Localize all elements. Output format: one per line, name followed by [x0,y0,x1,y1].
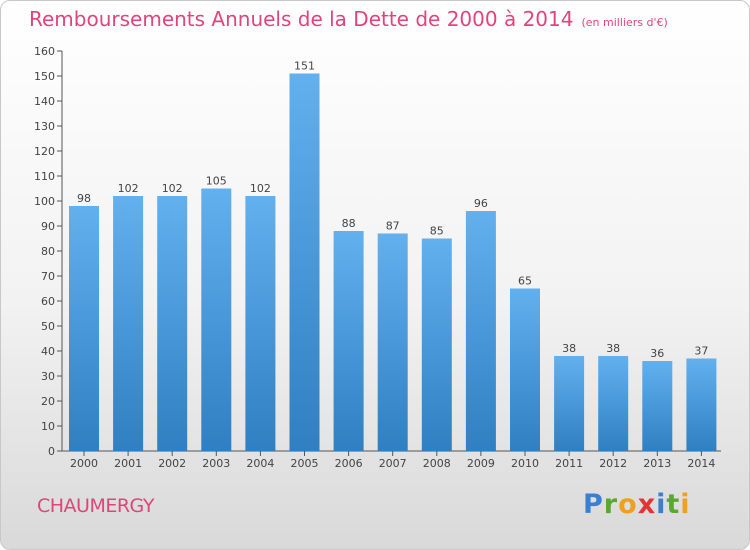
y-tick-label: 130 [34,120,55,133]
bar-value-label: 36 [650,347,664,360]
x-tick-label: 2007 [379,457,407,470]
x-tick-label: 2006 [335,457,363,470]
bar-value-label: 151 [294,60,315,73]
x-tick-label: 2009 [467,457,495,470]
y-tick-label: 90 [41,220,55,233]
x-tick-label: 2000 [70,457,98,470]
y-tick-label: 70 [41,270,55,283]
brand-logo: Proxiti [583,489,691,520]
bar [686,358,717,451]
x-tick-label: 2002 [158,457,186,470]
bar [201,188,232,451]
y-tick-label: 160 [34,45,55,58]
title-row: Remboursements Annuels de la Dette de 20… [29,7,668,31]
commune-name: CHAUMERGY [37,495,154,517]
bar [465,211,496,451]
bar [157,196,188,451]
bar-value-label: 88 [342,217,356,230]
x-tick-label: 2013 [643,457,671,470]
bar-value-label: 65 [518,275,532,288]
y-tick-label: 50 [41,320,55,333]
y-tick-label: 40 [41,345,55,358]
y-tick-label: 150 [34,70,55,83]
bar [510,288,540,451]
brand-letter: P [583,489,604,520]
x-tick-label: 2014 [687,457,715,470]
bar [333,231,364,451]
bar-value-label: 98 [77,192,91,205]
brand-letter: r [603,489,619,520]
brand-letter: i [680,489,691,520]
bars: 98 102 102 105 102 151 88 87 85 96 65 38 38 36 37 [69,60,717,451]
chart-subtitle: (en milliers d'€) [581,16,668,29]
y-tick-label: 120 [34,145,55,158]
bar-value-label: 105 [206,175,227,188]
y-tick-label: 10 [41,420,55,433]
bar [113,196,144,451]
x-tick-label: 2003 [202,457,230,470]
bar-value-label: 87 [386,220,400,233]
bar-value-label: 38 [606,342,620,355]
bar-value-label: 37 [694,345,708,358]
brand-letter: i [656,489,667,520]
bar-value-label: 38 [562,342,576,355]
brand-letter: t [666,489,681,520]
x-tick-label: 2011 [555,457,583,470]
bar [554,356,585,451]
bar [421,238,452,451]
bar [642,361,673,451]
bar-value-label: 85 [430,225,444,238]
y-tick-label: 140 [34,95,55,108]
x-tick-label: 2005 [291,457,319,470]
y-tick-label: 30 [41,370,55,383]
bar-value-label: 102 [250,182,271,195]
x-tick-label: 2012 [599,457,627,470]
brand-letter: x [637,489,657,520]
bar-value-label: 102 [162,182,183,195]
y-tick-label: 100 [34,195,55,208]
bar [289,73,320,451]
y-tick-label: 0 [48,445,55,458]
bar [69,206,99,451]
bar-value-label: 96 [474,197,488,210]
bar [245,196,276,451]
chart-title: Remboursements Annuels de la Dette de 20… [29,7,574,31]
bar [377,233,408,451]
y-tick-label: 60 [41,295,55,308]
y-tick-label: 20 [41,395,55,408]
x-tick-label: 2010 [511,457,539,470]
x-tick-label: 2004 [246,457,274,470]
x-tick-label: 2001 [114,457,142,470]
y-tick-label: 110 [34,170,55,183]
brand-letter: o [618,489,638,520]
bar [598,356,629,451]
x-tick-label: 2008 [423,457,451,470]
bar-value-label: 102 [118,182,139,195]
y-tick-label: 80 [41,245,55,258]
axes: 0 10 20 30 40 50 60 70 80 90 100 110 120 130 140 150 160… [34,45,721,470]
